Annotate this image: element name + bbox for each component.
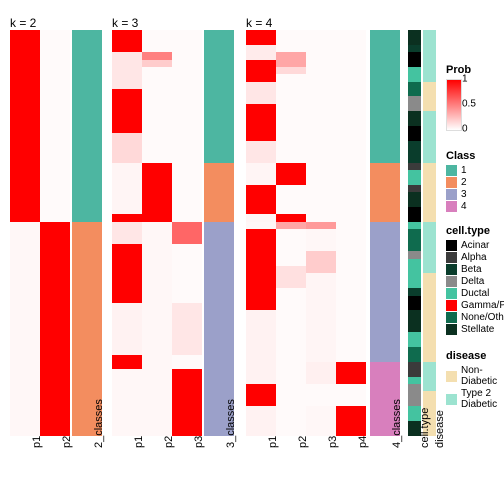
legend-prob: Prob10.50 [446,64,471,131]
xlabel-3_classes: 3_classes [225,399,237,448]
legend-item: 3 [446,189,475,200]
xlabel-4_classes: 4_classes [391,399,403,448]
legend-item: Type 2 Diabetic [446,388,504,410]
panel-k2: k = 2 [10,30,102,436]
prob-tick: 0 [462,124,468,135]
panel-k3: k = 3 [112,30,236,436]
legend-item: Alpha [446,252,504,263]
legend-title: disease [446,350,504,362]
legend-item: Non-Diabetic [446,365,504,387]
panel-title: k = 3 [112,16,138,30]
legend-label: 2 [461,177,467,188]
legend-item: Beta [446,264,504,275]
legend-label: Acinar [461,240,489,251]
legend-item: 4 [446,201,475,212]
xlabel-p2: p2 [297,436,309,448]
panel-anno [408,30,436,436]
panel-k4: k = 4 [246,30,402,436]
legend-label: Stellate [461,324,494,335]
swatch [446,240,457,251]
xlabel-p4: p4 [357,436,369,448]
swatch [446,394,457,405]
swatch [446,201,457,212]
legend-label: 3 [461,189,467,200]
legend-item: Delta [446,276,504,287]
xlabel-2_classes: 2_classes [93,399,105,448]
swatch [446,252,457,263]
legend-disease: disease Non-DiabeticType 2 Diabetic [446,350,504,411]
swatch [446,177,457,188]
swatch [446,371,457,382]
swatch [446,312,457,323]
legend-label: Beta [461,264,482,275]
legend-label: Alpha [461,252,487,263]
legend-label: Delta [461,276,484,287]
panel-title: k = 2 [10,16,36,30]
swatch [446,300,457,311]
prob-tick: 0.5 [462,99,476,110]
swatch [446,288,457,299]
xlabel-p1: p1 [267,436,279,448]
xlabel-disease: disease [434,410,446,448]
swatch [446,276,457,287]
xlabel-p2: p2 [61,436,73,448]
swatch [446,264,457,275]
swatch [446,189,457,200]
xlabel-p2: p2 [163,436,175,448]
legend-title: cell.type [446,225,504,237]
xlabel-p1: p1 [31,436,43,448]
legend-item: Gamma/PP [446,300,504,311]
prob-tick: 1 [462,74,468,85]
xlabel-p3: p3 [193,436,205,448]
legend-celltype: cell.type AcinarAlphaBetaDeltaDuctalGamma… [446,225,504,336]
legend-label: 1 [461,165,467,176]
legend-label: 4 [461,201,467,212]
legend-item: 2 [446,177,475,188]
legend-label: Non-Diabetic [461,365,504,387]
xlabel-cell.type: cell.type [419,408,431,448]
prob-colorbar [446,79,462,131]
legend-title: Class [446,150,475,162]
legend-label: Gamma/PP [461,300,504,311]
legend-item: Acinar [446,240,504,251]
xlabel-p3: p3 [327,436,339,448]
legend-item: Ductal [446,288,504,299]
swatch [446,324,457,335]
panel-title: k = 4 [246,16,272,30]
legend-item: Stellate [446,324,504,335]
legend-class: Class 1234 [446,150,475,213]
legend-item: None/Other [446,312,504,323]
xlabel-p1: p1 [133,436,145,448]
legend-item: 1 [446,165,475,176]
legend-label: Type 2 Diabetic [461,388,504,410]
legend-label: None/Other [461,312,504,323]
swatch [446,165,457,176]
legend-label: Ductal [461,288,489,299]
